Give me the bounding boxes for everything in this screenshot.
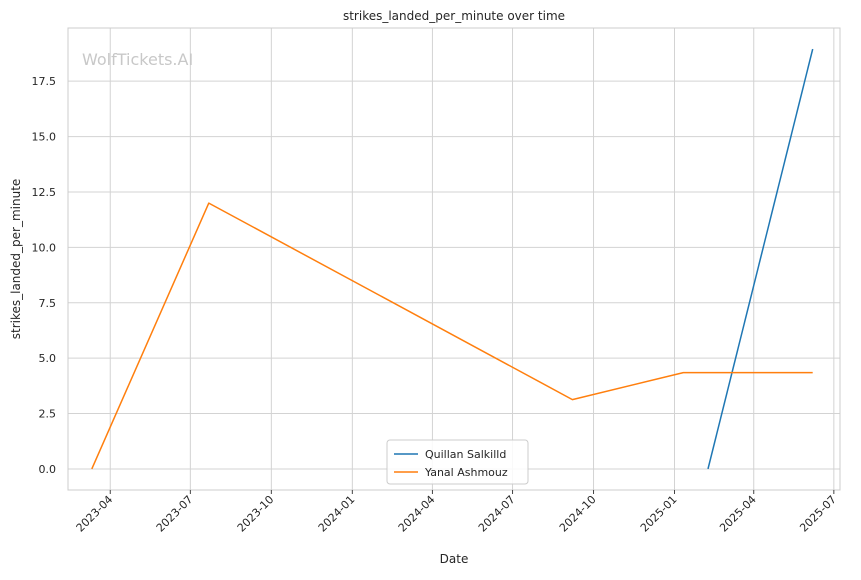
series-layer: [91, 48, 814, 470]
series-line-yanal-ashmouz: [91, 202, 813, 470]
series-line-quillan-salkilld: [707, 48, 814, 470]
grid-lines: [68, 28, 840, 490]
x-tick-label: 2023-04: [74, 493, 116, 535]
y-tick-label: 15.0: [32, 131, 57, 144]
x-tick-label: 2023-07: [154, 493, 196, 535]
y-tick-label: 7.5: [39, 297, 57, 310]
x-tick-label: 2024-04: [396, 493, 438, 535]
plot-area-frame: [67, 27, 841, 491]
x-tick-label: 2024-10: [557, 493, 599, 535]
y-tick-label: 5.0: [39, 352, 57, 365]
y-axis-ticks: 0.0 2.5 5.0 7.5 10.0 12.5 15.0 17.5: [32, 75, 57, 476]
x-axis-ticks: 2023-04 2023-07 2023-10 2024-01 2024-04 2024-…: [74, 490, 839, 535]
y-tick-label: 10.0: [32, 241, 57, 254]
legend-label-yanal-ashmouz: Yanal Ashmouz: [424, 466, 508, 479]
y-tick-label: 17.5: [32, 75, 57, 88]
x-tick-label: 2025-07: [797, 493, 839, 535]
chart-title: strikes_landed_per_minute over time: [343, 9, 565, 23]
x-axis-label: Date: [440, 552, 469, 566]
watermark: WolfTickets.AI: [82, 50, 193, 69]
x-tick-label: 2023-10: [235, 493, 277, 535]
legend-box: [386, 439, 529, 485]
y-tick-label: 2.5: [39, 408, 57, 421]
y-axis-label: strikes_landed_per_minute: [9, 179, 23, 340]
y-tick-label: 12.5: [32, 186, 57, 199]
legend-label-quillan-salkilld: Quillan Salkilld: [425, 448, 506, 461]
y-tick-label: 0.0: [39, 463, 57, 476]
x-tick-label: 2024-01: [316, 493, 358, 535]
x-tick-label: 2025-04: [717, 493, 759, 535]
x-tick-label: 2024-07: [476, 493, 518, 535]
x-tick-label: 2025-01: [638, 493, 680, 535]
legend: Quillan Salkilld Yanal Ashmouz: [386, 439, 529, 485]
